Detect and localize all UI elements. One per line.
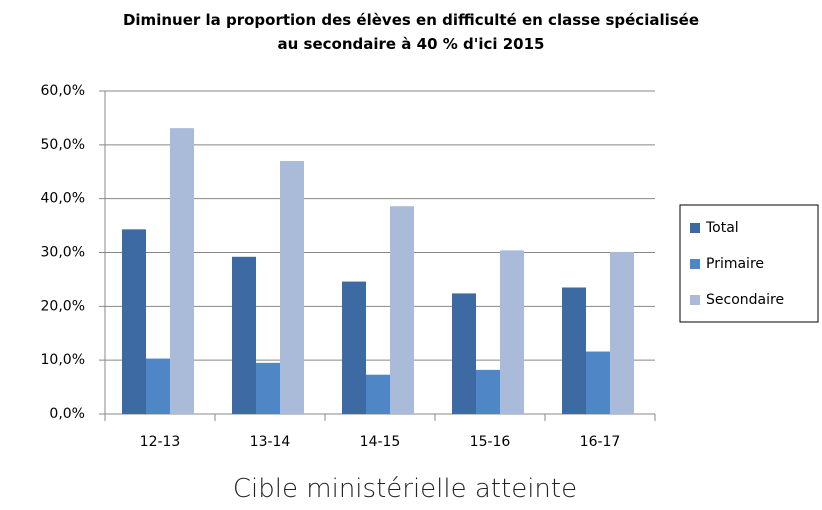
legend-label: Secondaire [706,292,784,308]
bar [586,351,610,414]
x-tick-label: 13-14 [250,434,291,450]
legend-label: Primaire [706,256,764,272]
x-tick-label: 16-17 [580,434,621,450]
bar [366,374,390,414]
legend-box [679,204,819,323]
bar [610,251,634,414]
bar [452,293,476,414]
y-tick-label: 0,0% [49,406,85,422]
caption: Cible ministérielle atteinte [232,474,578,504]
bar [122,229,146,414]
x-tick-label: 14-15 [360,434,401,450]
y-tick-label: 30,0% [41,245,85,261]
bar [280,160,304,414]
y-tick-label: 40,0% [41,191,85,207]
bar [562,287,586,414]
bar [146,358,170,414]
chart: 0,0% 10,0% 20,0% 30,0% 40,0% 50,0% 60,0% 12-13 1… [41,83,819,450]
legend-swatch [690,223,700,233]
bar [232,256,256,414]
bar [342,281,366,414]
bar [390,206,414,414]
y-tick-label: 60,0% [41,83,85,99]
legend-swatch [690,295,700,305]
x-tick-label: 15-16 [470,434,511,450]
bar [476,369,500,414]
x-tick-label: 12-13 [140,434,181,450]
chart-title: Diminuer la proportion des élèves en dif… [122,11,700,53]
legend-swatch [690,259,700,269]
bar [256,362,280,414]
legend-label: Total [705,220,739,236]
y-tick-label: 20,0% [41,298,85,314]
y-tick-label: 50,0% [41,137,85,153]
bar [500,250,524,414]
y-tick-label: 10,0% [41,352,85,368]
bar [170,128,194,414]
